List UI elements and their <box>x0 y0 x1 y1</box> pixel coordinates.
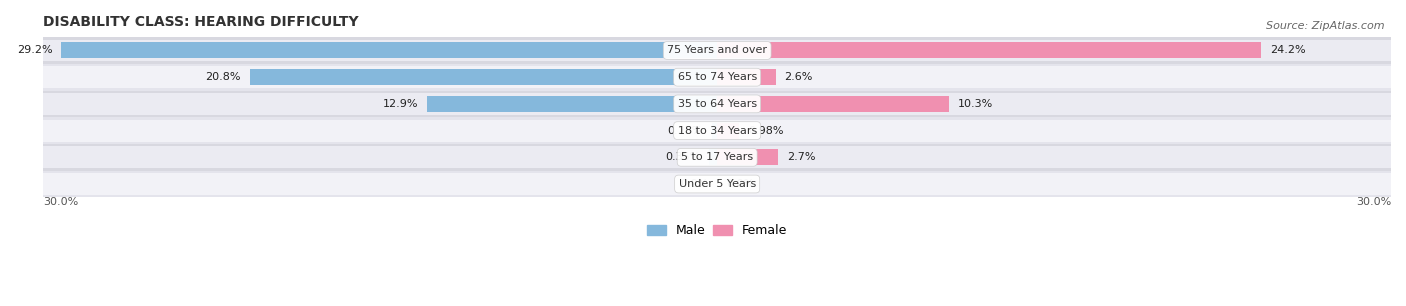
Bar <box>427 96 717 112</box>
Bar <box>44 120 1391 142</box>
Text: 10.3%: 10.3% <box>957 99 993 109</box>
Bar <box>44 144 1391 171</box>
Text: 12.9%: 12.9% <box>382 99 419 109</box>
Bar <box>44 91 1391 117</box>
Text: 0.0%: 0.0% <box>681 179 709 189</box>
Text: 0.0%: 0.0% <box>725 179 755 189</box>
Bar <box>717 149 778 165</box>
Bar <box>44 37 1391 64</box>
Text: 30.0%: 30.0% <box>1355 197 1391 207</box>
Bar <box>44 117 1391 144</box>
Text: 2.6%: 2.6% <box>785 72 813 82</box>
Text: 29.2%: 29.2% <box>17 46 52 55</box>
Bar <box>62 43 717 58</box>
Bar <box>709 149 717 165</box>
Text: 75 Years and over: 75 Years and over <box>668 46 768 55</box>
Bar <box>717 96 949 112</box>
Text: 18 to 34 Years: 18 to 34 Years <box>678 125 756 136</box>
Text: 5 to 17 Years: 5 to 17 Years <box>681 152 754 162</box>
Bar <box>717 123 740 139</box>
Bar <box>711 123 717 139</box>
Bar <box>44 64 1391 91</box>
Text: DISABILITY CLASS: HEARING DIFFICULTY: DISABILITY CLASS: HEARING DIFFICULTY <box>44 15 359 29</box>
Text: Source: ZipAtlas.com: Source: ZipAtlas.com <box>1267 21 1385 32</box>
Text: 2.7%: 2.7% <box>787 152 815 162</box>
Bar <box>44 93 1391 115</box>
Text: 0.35%: 0.35% <box>665 152 700 162</box>
Bar <box>44 146 1391 168</box>
Bar <box>250 69 717 85</box>
Bar <box>44 171 1391 197</box>
Bar <box>44 66 1391 88</box>
Bar <box>717 43 1261 58</box>
Bar <box>44 39 1391 62</box>
Text: 35 to 64 Years: 35 to 64 Years <box>678 99 756 109</box>
Text: 20.8%: 20.8% <box>205 72 240 82</box>
Legend: Male, Female: Male, Female <box>643 219 792 242</box>
Text: 0.98%: 0.98% <box>748 125 783 136</box>
Text: 30.0%: 30.0% <box>44 197 79 207</box>
Bar <box>717 69 776 85</box>
Text: 65 to 74 Years: 65 to 74 Years <box>678 72 756 82</box>
Text: 0.25%: 0.25% <box>668 125 703 136</box>
Bar <box>44 173 1391 195</box>
Text: 24.2%: 24.2% <box>1270 46 1305 55</box>
Text: Under 5 Years: Under 5 Years <box>679 179 756 189</box>
